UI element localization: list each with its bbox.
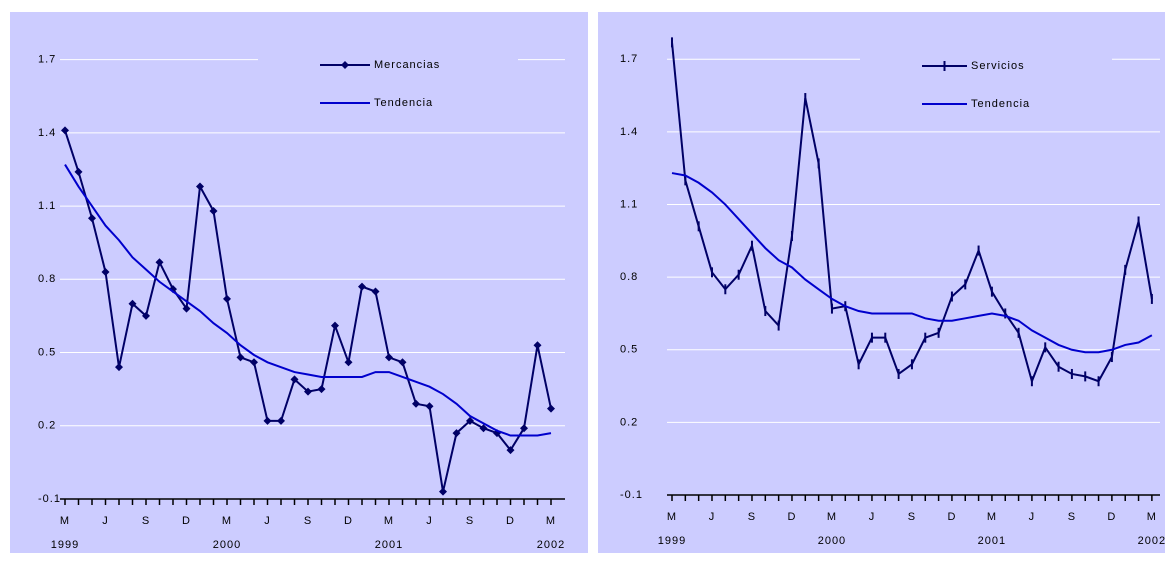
marker <box>304 387 312 396</box>
x-tick-label: M <box>60 515 70 527</box>
legend-label: Tendencia <box>374 97 433 109</box>
marker <box>88 214 96 223</box>
x-tick-label: D <box>787 511 796 523</box>
x-tick-label: S <box>908 511 916 523</box>
year-label: 2000 <box>818 535 846 547</box>
y-tick-label: 1.7 <box>38 54 56 66</box>
marker <box>236 353 245 362</box>
y-tick-label: 0.8 <box>620 271 638 283</box>
y-tick-label: 0.5 <box>620 344 638 356</box>
marker <box>223 294 231 303</box>
x-tick-label: D <box>506 515 515 527</box>
x-tick-label: D <box>947 511 956 523</box>
marker <box>412 399 420 408</box>
x-tick-label: M <box>1147 511 1157 523</box>
marker <box>358 282 366 291</box>
marker <box>142 311 150 320</box>
marker <box>331 321 339 330</box>
marker <box>439 487 447 496</box>
marker <box>506 446 515 455</box>
year-label: 1999 <box>658 535 686 547</box>
x-tick-label: M <box>384 515 394 527</box>
legend-label: Servicios <box>971 60 1025 72</box>
legend-label: Tendencia <box>971 98 1030 110</box>
x-tick-label: J <box>709 511 716 523</box>
year-label: 2001 <box>375 539 403 551</box>
x-tick-label: M <box>827 511 837 523</box>
x-tick-label: S <box>466 515 474 527</box>
x-tick-label: S <box>1068 511 1076 523</box>
year-label: 2001 <box>978 535 1006 547</box>
y-tick-label: 1.1 <box>620 198 638 210</box>
marker <box>263 416 272 425</box>
x-tick-label: M <box>987 511 997 523</box>
x-tick-label: J <box>102 515 109 527</box>
y-tick-label: 0.8 <box>38 273 56 285</box>
y-tick-label: 1.4 <box>38 127 56 139</box>
year-label: 2002 <box>1138 535 1166 547</box>
y-tick-label: -0.1 <box>38 493 61 505</box>
legend-background <box>258 53 518 113</box>
marker <box>196 182 204 191</box>
x-tick-label: J <box>264 515 271 527</box>
marker <box>547 404 555 413</box>
marker <box>250 358 258 367</box>
marker <box>533 341 542 350</box>
marker <box>101 267 110 276</box>
series-line <box>671 172 1153 354</box>
x-tick-label: J <box>426 515 433 527</box>
year-label: 1999 <box>51 539 79 551</box>
y-tick-label: 1.1 <box>38 200 56 212</box>
marker <box>155 258 164 267</box>
x-tick-label: M <box>667 511 677 523</box>
marker <box>61 126 69 135</box>
marker <box>290 375 299 384</box>
legend-marker <box>341 61 349 69</box>
x-tick-label: J <box>1029 511 1036 523</box>
marker <box>209 206 218 215</box>
y-tick-label: 0.2 <box>620 416 638 428</box>
marker <box>128 299 137 308</box>
marker <box>452 429 461 438</box>
x-tick-label: S <box>142 515 150 527</box>
marker <box>385 353 393 362</box>
x-tick-label: M <box>546 515 556 527</box>
x-tick-label: D <box>344 515 353 527</box>
y-tick-label: 0.2 <box>38 420 56 432</box>
marker <box>520 424 528 433</box>
x-tick-label: D <box>1107 511 1116 523</box>
legend-label: Mercancias <box>374 59 440 71</box>
marker <box>115 363 123 372</box>
marker <box>317 385 326 394</box>
y-tick-label: 1.7 <box>620 53 638 65</box>
year-label: 2000 <box>213 539 241 551</box>
y-tick-label: -0.1 <box>620 489 643 501</box>
x-tick-label: S <box>304 515 312 527</box>
marker <box>479 424 488 433</box>
year-label: 2002 <box>537 539 565 551</box>
x-tick-label: D <box>182 515 191 527</box>
marker <box>277 416 285 425</box>
marker <box>344 358 353 367</box>
x-tick-label: J <box>869 511 876 523</box>
x-tick-label: M <box>222 515 232 527</box>
marker <box>74 167 83 176</box>
marker <box>371 287 380 296</box>
x-tick-label: S <box>748 511 756 523</box>
marker <box>398 358 407 367</box>
marker <box>466 416 474 425</box>
marker <box>182 304 191 313</box>
y-tick-label: 0.5 <box>38 346 56 358</box>
y-tick-label: 1.4 <box>620 126 638 138</box>
marker <box>425 402 434 411</box>
legend-background <box>860 54 1112 114</box>
series-line <box>64 164 552 437</box>
